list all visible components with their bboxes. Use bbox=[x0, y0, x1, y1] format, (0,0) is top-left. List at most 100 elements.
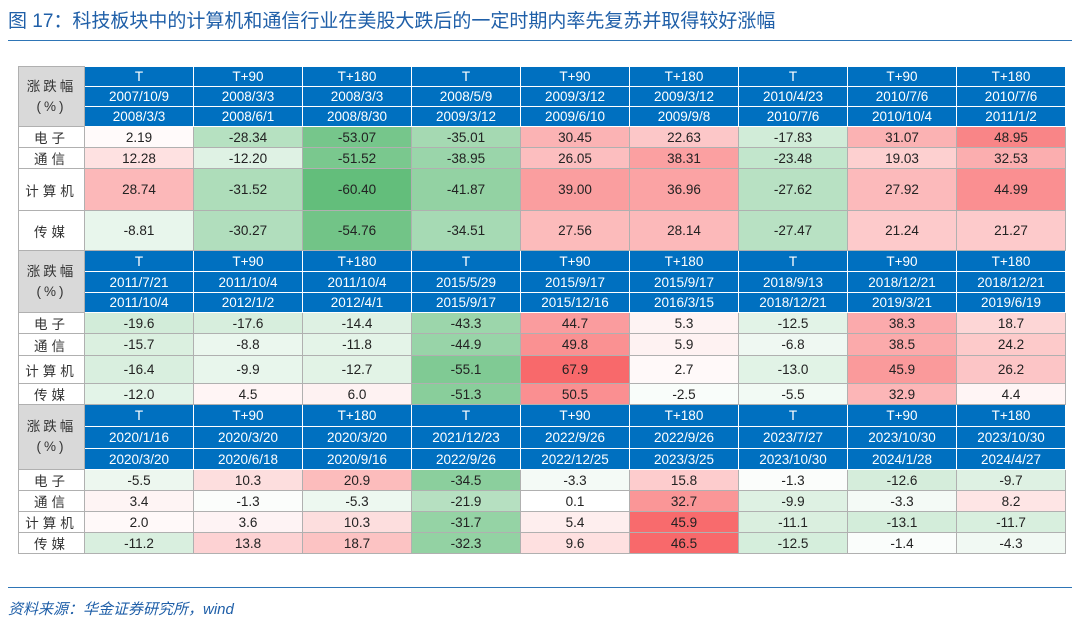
value-cell: 2.0 bbox=[84, 511, 194, 533]
header-cell: T bbox=[411, 250, 521, 272]
value-cell: -54.76 bbox=[302, 210, 412, 251]
value-cell: 2.7 bbox=[629, 355, 739, 384]
row-name: 通信 bbox=[18, 490, 85, 512]
row-name: 传媒 bbox=[18, 532, 85, 554]
value-cell: -30.27 bbox=[193, 210, 303, 251]
value-cell: -12.5 bbox=[738, 312, 848, 334]
value-cell: -21.9 bbox=[411, 490, 521, 512]
header-cell: 2018/12/21 bbox=[847, 271, 957, 293]
value-cell: -53.07 bbox=[302, 126, 412, 148]
value-cell: 18.7 bbox=[302, 532, 412, 554]
value-cell: 44.7 bbox=[520, 312, 630, 334]
header-cell: 2019/6/19 bbox=[956, 292, 1066, 313]
header-cell: 2008/6/1 bbox=[193, 106, 303, 127]
header-cell: T bbox=[84, 404, 194, 427]
value-cell: 46.5 bbox=[629, 532, 739, 554]
value-cell: -31.7 bbox=[411, 511, 521, 533]
value-cell: -13.0 bbox=[738, 355, 848, 384]
value-cell: -1.3 bbox=[738, 469, 848, 491]
label-line: 涨跌幅 bbox=[26, 78, 77, 94]
header-cell: 2015/9/17 bbox=[520, 271, 630, 293]
value-cell: 5.3 bbox=[629, 312, 739, 334]
header-cell: 2018/12/21 bbox=[738, 292, 848, 313]
value-cell: -6.8 bbox=[738, 333, 848, 356]
header-cell: 2022/9/26 bbox=[411, 448, 521, 470]
header-cell: 2009/3/12 bbox=[520, 86, 630, 107]
value-cell: 4.4 bbox=[956, 383, 1066, 405]
header-cell: 2015/9/17 bbox=[629, 271, 739, 293]
value-cell: -38.95 bbox=[411, 147, 521, 169]
value-cell: 30.45 bbox=[520, 126, 630, 148]
value-cell: -1.4 bbox=[847, 532, 957, 554]
header-row: 2020/1/16 2020/3/20 2020/3/20 2021/12/23 202… bbox=[19, 426, 1066, 449]
data-row: 通信 12.28 -12.20 -51.52 -38.95 26.05 38.31 -23.4… bbox=[18, 147, 1066, 169]
header-cell: 2010/10/4 bbox=[847, 106, 957, 127]
value-cell: -5.5 bbox=[84, 469, 194, 491]
value-cell: -51.52 bbox=[302, 147, 412, 169]
header-cell: 2018/12/21 bbox=[956, 271, 1066, 293]
value-cell: -4.3 bbox=[956, 532, 1066, 554]
header-cell: T+180 bbox=[302, 404, 412, 427]
value-cell: 19.03 bbox=[847, 147, 957, 169]
header-cell: T+90 bbox=[847, 66, 957, 87]
table: 涨跌幅 (%) T T+90 T+180 T T+90 T+180 T T+90 T+180 2007… bbox=[18, 66, 1066, 554]
value-cell: -9.7 bbox=[956, 469, 1066, 491]
value-cell: -15.7 bbox=[84, 333, 194, 356]
value-cell: 45.9 bbox=[847, 355, 957, 384]
value-cell: -41.87 bbox=[411, 168, 521, 211]
data-row: 传媒 -12.0 4.5 6.0 -51.3 50.5 -2.5 -5.5 32.9 4.4 bbox=[18, 383, 1066, 405]
header-cell: T bbox=[84, 66, 194, 87]
value-cell: 18.7 bbox=[956, 312, 1066, 334]
value-cell: -16.4 bbox=[84, 355, 194, 384]
value-cell: -17.83 bbox=[738, 126, 848, 148]
row-name: 电子 bbox=[18, 312, 85, 334]
header-cell: 2022/9/26 bbox=[520, 426, 630, 449]
row-name: 电子 bbox=[18, 126, 85, 148]
header-cell: T bbox=[411, 404, 521, 427]
header-cell: 2010/4/23 bbox=[738, 86, 848, 107]
value-cell: -31.52 bbox=[193, 168, 303, 211]
header-cell: T+180 bbox=[629, 404, 739, 427]
header-cell: 2023/10/30 bbox=[847, 426, 957, 449]
header-cell: 2011/10/4 bbox=[302, 271, 412, 293]
header-cell: 2020/6/18 bbox=[193, 448, 303, 470]
value-cell: 15.8 bbox=[629, 469, 739, 491]
header-cell: T bbox=[738, 250, 848, 272]
value-cell: 28.14 bbox=[629, 210, 739, 251]
value-cell: -60.40 bbox=[302, 168, 412, 211]
value-cell: -11.1 bbox=[738, 511, 848, 533]
value-cell: -8.8 bbox=[193, 333, 303, 356]
value-cell: -3.3 bbox=[847, 490, 957, 512]
header-cell: 2010/7/6 bbox=[738, 106, 848, 127]
header-cell: T bbox=[738, 66, 848, 87]
value-cell: 32.9 bbox=[847, 383, 957, 405]
header-cell: T bbox=[84, 250, 194, 272]
value-cell: -11.2 bbox=[84, 532, 194, 554]
value-cell: 26.05 bbox=[520, 147, 630, 169]
header-row: 涨跌幅 (%) T T+90 T+180 T T+90 T+180 T T+90 T+180 bbox=[18, 404, 1066, 470]
data-row: 电子 -5.5 10.3 20.9 -34.5 -3.3 15.8 -1.3 -12.6 -9.7 bbox=[18, 469, 1066, 491]
value-cell: 8.2 bbox=[956, 490, 1066, 512]
header-row: 涨跌幅 (%) T T+90 T+180 T T+90 T+180 T T+90 T+180 bbox=[18, 66, 1066, 127]
row-name: 传媒 bbox=[18, 210, 85, 251]
value-cell: 28.74 bbox=[84, 168, 194, 211]
header-cell: 2024/1/28 bbox=[847, 448, 957, 470]
value-cell: 38.31 bbox=[629, 147, 739, 169]
row-name: 通信 bbox=[18, 333, 85, 356]
value-cell: 20.9 bbox=[302, 469, 412, 491]
value-cell: -28.34 bbox=[193, 126, 303, 148]
header-cell: 2009/9/8 bbox=[629, 106, 739, 127]
value-cell: 10.3 bbox=[193, 469, 303, 491]
data-row: 通信 3.4 -1.3 -5.3 -21.9 0.1 32.7 -9.9 -3.3 8.2 bbox=[18, 490, 1066, 512]
value-cell: -27.47 bbox=[738, 210, 848, 251]
header-cell: T+180 bbox=[956, 404, 1066, 427]
label-line: 涨跌幅 bbox=[26, 263, 77, 279]
header-row: 2008/3/3 2008/6/1 2008/8/30 2009/3/12 2009/6… bbox=[19, 106, 1066, 127]
value-cell: -43.3 bbox=[411, 312, 521, 334]
value-cell: -2.5 bbox=[629, 383, 739, 405]
header-cell: T+90 bbox=[520, 404, 630, 427]
header-cell: T+180 bbox=[629, 66, 739, 87]
header-cell: T+90 bbox=[520, 250, 630, 272]
value-cell: 9.6 bbox=[520, 532, 630, 554]
header-row: 涨跌幅 (%) T T+90 T+180 T T+90 T+180 T T+90 T+180 bbox=[18, 250, 1066, 313]
